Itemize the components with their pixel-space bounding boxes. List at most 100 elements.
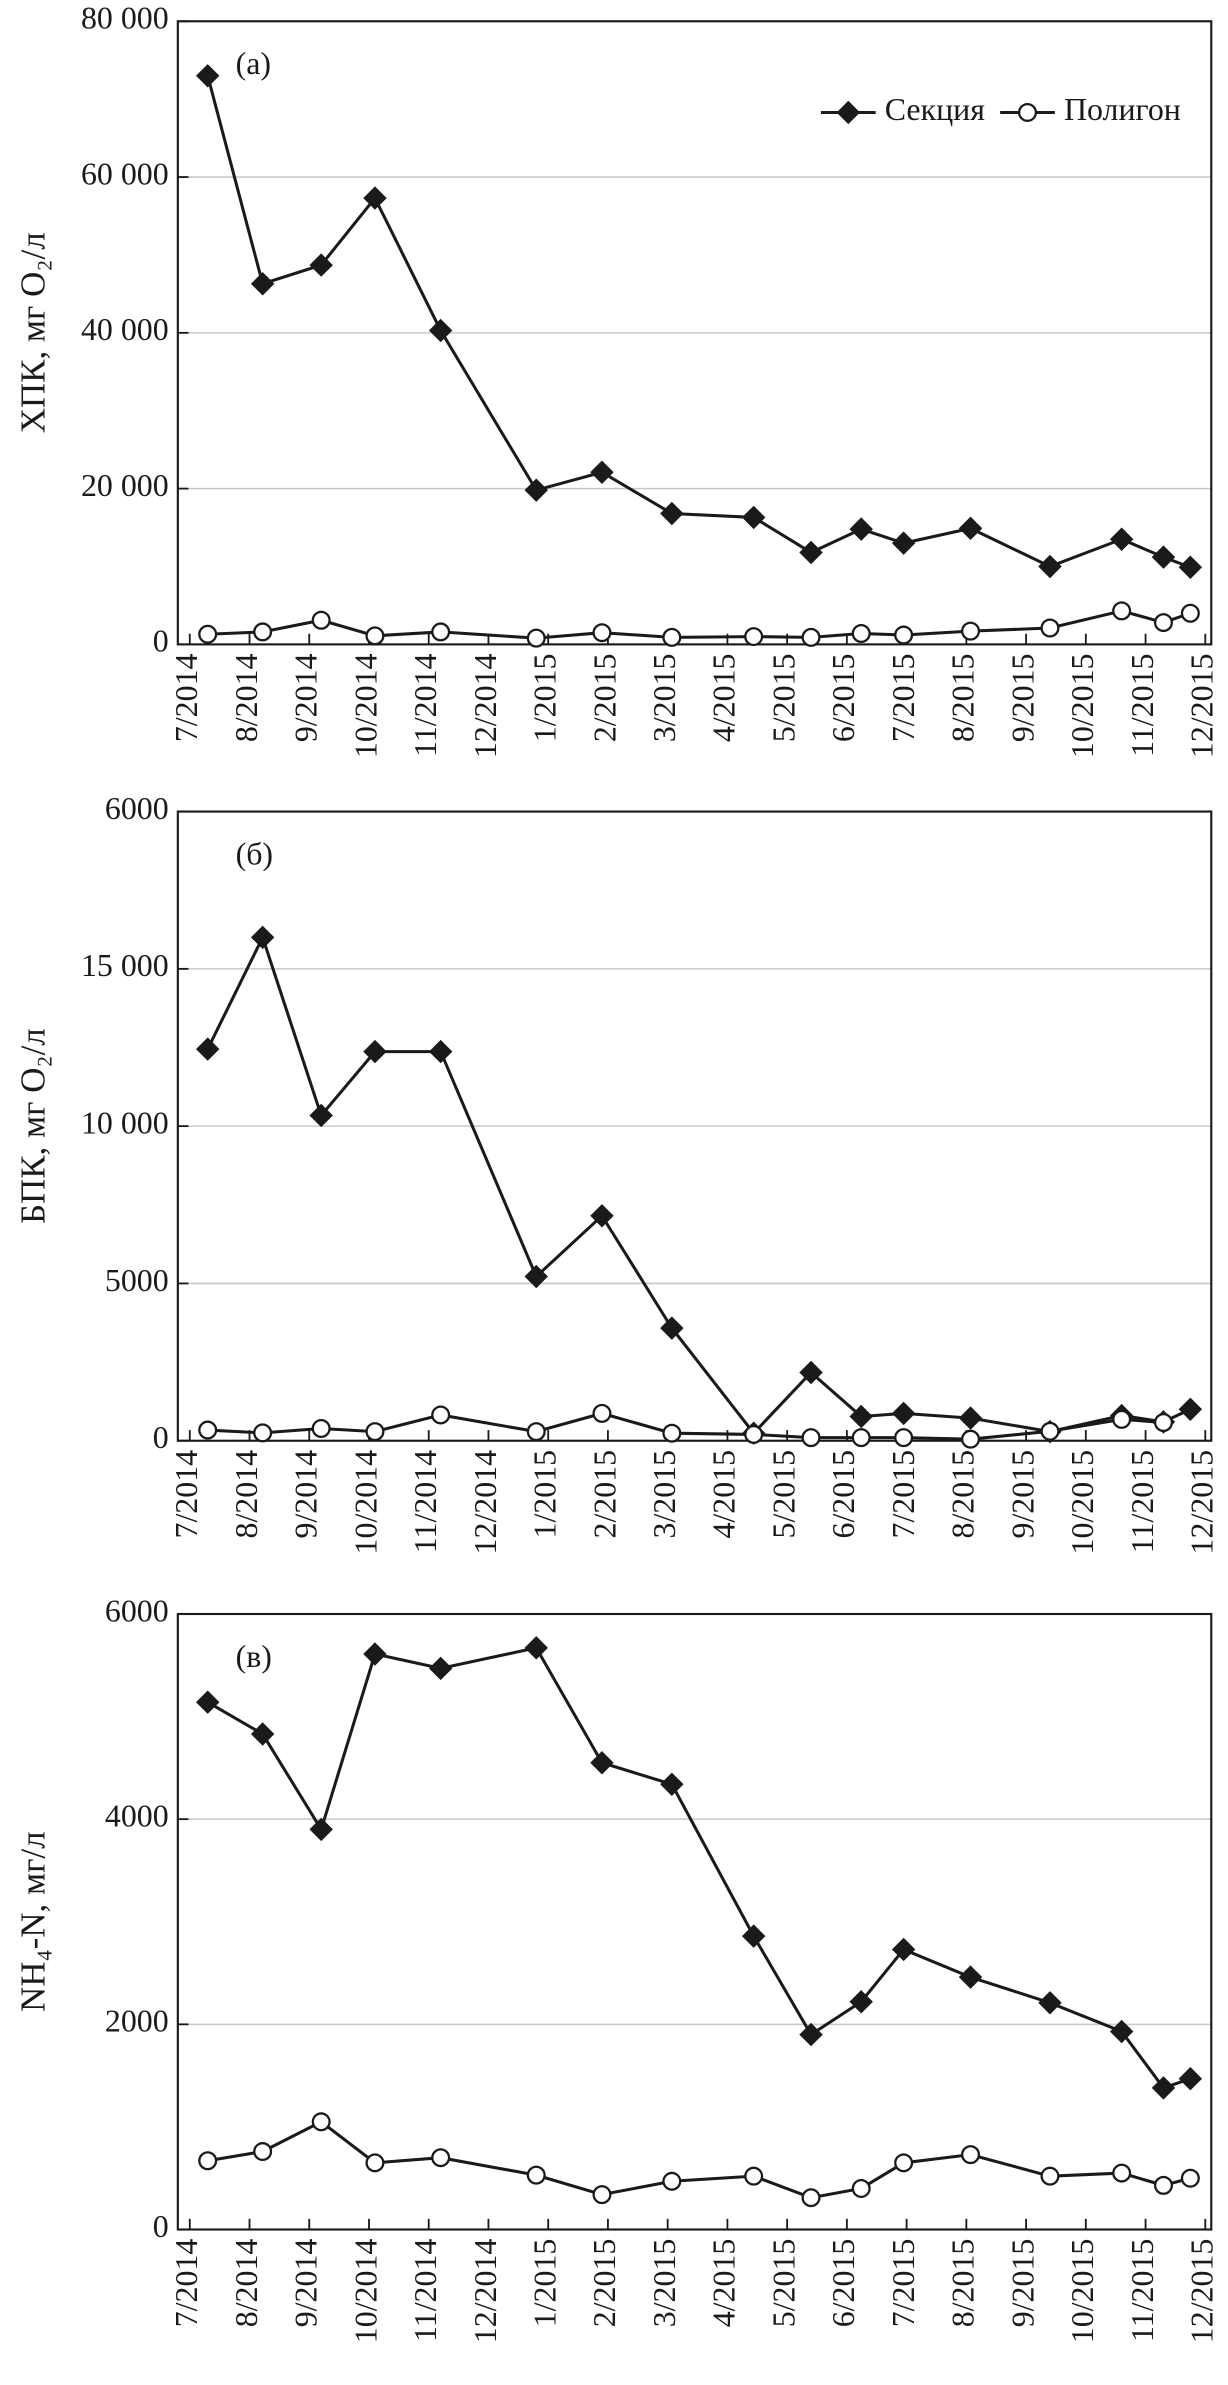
data-point (1112, 601, 1132, 621)
data-point (195, 1690, 220, 1714)
data-point (309, 253, 333, 277)
data-point (894, 2153, 914, 2173)
x-tick-label: 9/2015 (1005, 1450, 1040, 1539)
x-tick-label: 3/2015 (647, 2239, 682, 2328)
data-point (250, 272, 275, 296)
plot-frame (176, 20, 1213, 646)
data-point (311, 2112, 331, 2132)
data-point (592, 623, 612, 643)
data-point (849, 1404, 873, 1429)
x-tick-label: 6/2015 (826, 654, 861, 743)
data-point (741, 505, 766, 530)
data-point (363, 1642, 387, 1666)
panel-label: (б) (236, 836, 273, 871)
y-tick-label: 2000 (105, 2004, 169, 2039)
series-line (206, 1646, 1191, 2090)
data-point (526, 2165, 546, 2185)
x-tick-label: 12/2014 (468, 653, 503, 758)
data-point (799, 540, 823, 565)
data-point (851, 623, 871, 643)
data-point (894, 625, 914, 645)
x-tick-label: 7/2014 (169, 2239, 204, 2328)
data-point (363, 1039, 387, 1064)
data-point (428, 318, 453, 343)
x-tick-label: 7/2015 (886, 1450, 921, 1539)
data-point (428, 1656, 453, 1681)
data-point (662, 1423, 682, 1443)
data-point (958, 1965, 983, 1989)
x-tick-label: 5/2015 (766, 654, 801, 743)
data-point (198, 2151, 218, 2171)
data-point (526, 1422, 546, 1442)
x-tick-label: 7/2015 (886, 654, 921, 743)
data-point (744, 1424, 764, 1444)
data-point (365, 1422, 385, 1442)
x-tick-label: 11/2014 (408, 2239, 443, 2342)
data-point (662, 627, 682, 647)
data-point (311, 610, 331, 630)
x-tick-label: 12/2014 (468, 2239, 503, 2344)
data-point (894, 1428, 914, 1448)
data-point (365, 626, 385, 646)
data-point (891, 1401, 916, 1426)
x-tick-label: 12/2015 (1185, 654, 1220, 759)
data-point (660, 501, 684, 526)
x-tick-label: 4/2015 (707, 1450, 742, 1539)
x-tick-label: 10/2014 (348, 1450, 383, 1555)
data-point (250, 925, 275, 950)
data-point (1153, 2175, 1173, 2195)
x-tick-label: 10/2015 (1065, 654, 1100, 759)
data-point (195, 64, 220, 88)
panel-label: (а) (236, 46, 271, 81)
plot-frame (176, 1612, 1213, 2231)
data-point (1178, 555, 1203, 579)
data-point (524, 1264, 548, 1289)
data-point (1112, 1409, 1132, 1429)
data-point (309, 1103, 333, 1128)
x-tick-label: 10/2015 (1065, 1450, 1100, 1555)
data-point (799, 1360, 823, 1385)
y-tick-label: 10 000 (81, 1105, 169, 1140)
x-tick-label: 1/2015 (528, 654, 563, 743)
data-point (1040, 618, 1060, 638)
x-tick-label: 10/2015 (1065, 2239, 1100, 2344)
data-point (660, 1316, 684, 1340)
data-point (849, 517, 873, 541)
data-point (851, 2178, 871, 2198)
x-tick-label: 5/2015 (766, 2239, 801, 2328)
x-tick-label: 2/2015 (587, 1450, 622, 1539)
x-tick-label: 9/2014 (289, 653, 324, 742)
x-tick-label: 12/2015 (1185, 1450, 1220, 1555)
x-tick-label: 12/2015 (1185, 2239, 1220, 2344)
data-point (961, 1429, 981, 1449)
x-tick-label: 9/2015 (1005, 2239, 1040, 2328)
data-point (799, 2022, 823, 2047)
x-tick-label: 1/2015 (528, 1450, 563, 1539)
y-tick-label: 40 000 (81, 312, 169, 347)
data-point (851, 1428, 871, 1448)
y-tick-label: 4000 (105, 1798, 169, 1833)
x-tick-label: 11/2015 (1125, 654, 1160, 757)
data-point (801, 627, 821, 647)
data-point (590, 1751, 614, 1775)
x-tick-label: 8/2014 (229, 1450, 264, 1539)
x-tick-label: 9/2014 (289, 1450, 324, 1539)
data-point (198, 1420, 218, 1440)
data-point (1151, 2076, 1176, 2100)
x-tick-label: 8/2014 (229, 2239, 264, 2328)
data-point (431, 1405, 451, 1425)
x-tick-label: 3/2015 (647, 654, 682, 743)
data-point (428, 1039, 453, 1064)
data-point (1040, 2166, 1060, 2186)
y-tick-label: 0 (153, 2209, 169, 2244)
x-tick-label: 8/2015 (946, 1450, 981, 1539)
x-tick-label: 3/2015 (647, 1450, 682, 1539)
x-tick-label: 4/2015 (707, 2239, 742, 2328)
x-tick-label: 7/2014 (169, 653, 204, 742)
data-point (590, 460, 614, 484)
y-tick-label: 0 (153, 624, 169, 659)
data-point (253, 2142, 273, 2162)
data-point (431, 2148, 451, 2168)
series-line (206, 933, 1192, 1436)
x-tick-label: 5/2015 (766, 1450, 801, 1539)
